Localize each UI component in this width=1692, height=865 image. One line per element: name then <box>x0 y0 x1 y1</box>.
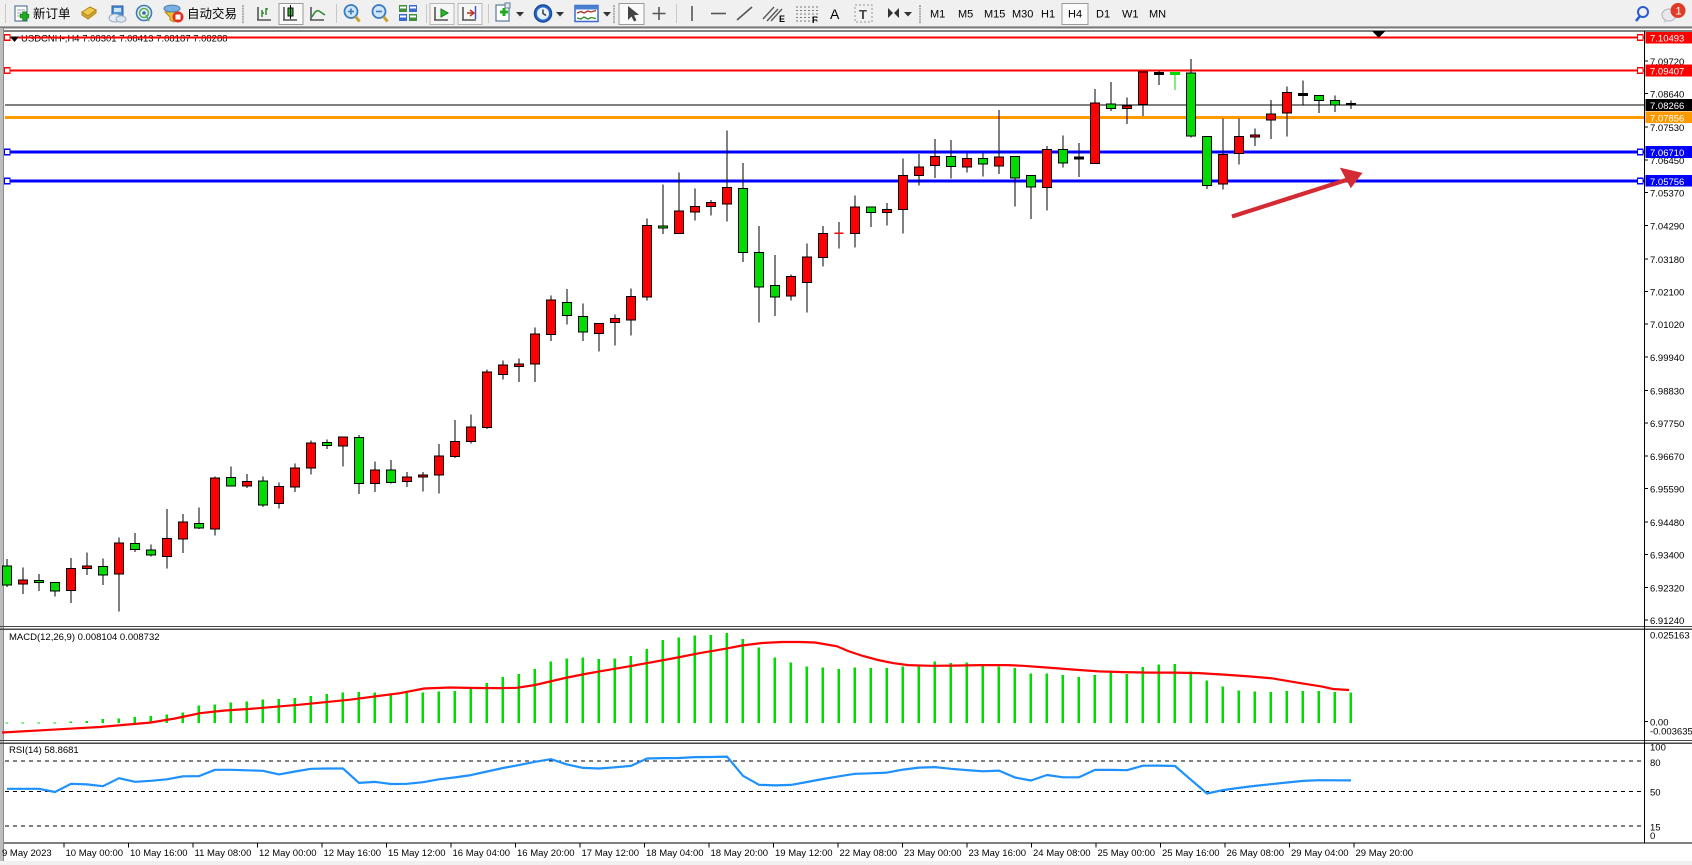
svg-text:W1: W1 <box>1122 9 1139 21</box>
svg-text:6.96670: 6.96670 <box>1650 452 1684 463</box>
svg-text:16 May 20:00: 16 May 20:00 <box>517 848 575 859</box>
svg-text:M30: M30 <box>1012 9 1033 21</box>
svg-text:10 May 16:00: 10 May 16:00 <box>130 848 188 859</box>
svg-text:E: E <box>779 14 785 24</box>
svg-text:100: 100 <box>1650 743 1666 754</box>
svg-text:7.09720: 7.09720 <box>1650 57 1684 68</box>
svg-text:6.95590: 6.95590 <box>1650 484 1684 495</box>
svg-text:23 May 16:00: 23 May 16:00 <box>969 848 1027 859</box>
svg-text:11 May 08:00: 11 May 08:00 <box>195 848 252 859</box>
svg-text:M1: M1 <box>930 9 945 21</box>
svg-text:MACD(12,26,9) 0.008104 0.00873: MACD(12,26,9) 0.008104 0.008732 <box>9 632 160 643</box>
svg-text:6.98830: 6.98830 <box>1650 386 1684 397</box>
svg-text:16 May 04:00: 16 May 04:00 <box>453 848 511 859</box>
svg-text:T: T <box>859 7 867 22</box>
svg-text:7.07530: 7.07530 <box>1650 123 1684 134</box>
svg-text:19 May 12:00: 19 May 12:00 <box>775 848 833 859</box>
svg-text:7.05756: 7.05756 <box>1650 177 1684 188</box>
svg-text:7.06710: 7.06710 <box>1650 148 1684 159</box>
svg-text:H1: H1 <box>1041 9 1055 21</box>
svg-text:0.00: 0.00 <box>1650 718 1669 729</box>
svg-text:A: A <box>830 6 840 22</box>
svg-text:新订单: 新订单 <box>33 6 71 21</box>
svg-text:25 May 00:00: 25 May 00:00 <box>1098 848 1156 859</box>
svg-text:18 May 20:00: 18 May 20:00 <box>711 848 769 859</box>
svg-text:7.10493: 7.10493 <box>1650 34 1684 45</box>
svg-text:自动交易: 自动交易 <box>187 6 237 21</box>
svg-text:6.92320: 6.92320 <box>1650 583 1684 594</box>
svg-text:25 May 16:00: 25 May 16:00 <box>1162 848 1220 859</box>
svg-text:7.02100: 7.02100 <box>1650 288 1684 299</box>
svg-text:80: 80 <box>1650 758 1661 769</box>
svg-text:7.01020: 7.01020 <box>1650 320 1684 331</box>
svg-text:7.08640: 7.08640 <box>1650 90 1684 101</box>
svg-text:12 May 00:00: 12 May 00:00 <box>259 848 317 859</box>
svg-text:22 May 08:00: 22 May 08:00 <box>840 848 898 859</box>
svg-text:29 May 04:00: 29 May 04:00 <box>1291 848 1349 859</box>
svg-text:6.97750: 6.97750 <box>1650 419 1684 430</box>
svg-text:15: 15 <box>1650 822 1661 833</box>
svg-text:0: 0 <box>1650 831 1655 842</box>
svg-text:6.99940: 6.99940 <box>1650 353 1684 364</box>
svg-text:24 May 08:00: 24 May 08:00 <box>1033 848 1091 859</box>
svg-text:7.03180: 7.03180 <box>1650 255 1684 266</box>
svg-text:7.07856: 7.07856 <box>1650 113 1684 124</box>
svg-text:7.09407: 7.09407 <box>1650 67 1684 78</box>
svg-text:F: F <box>812 15 818 25</box>
svg-text:6.91240: 6.91240 <box>1650 616 1684 627</box>
svg-text:6.93400: 6.93400 <box>1650 551 1684 562</box>
svg-text:1: 1 <box>1676 6 1682 18</box>
svg-text:D1: D1 <box>1096 9 1110 21</box>
svg-text:9 May 2023: 9 May 2023 <box>2 848 52 859</box>
svg-text:17 May 12:00: 17 May 12:00 <box>582 848 640 859</box>
svg-text:USDCNH-,H4 7.08301 7.08413 7.: USDCNH-,H4 7.08301 7.08413 7.08187 7.082… <box>21 34 228 45</box>
svg-text:MN: MN <box>1149 9 1166 21</box>
svg-text:10 May 00:00: 10 May 00:00 <box>66 848 124 859</box>
svg-text:29 May 20:00: 29 May 20:00 <box>1356 848 1414 859</box>
svg-text:RSI(14) 58.8681: RSI(14) 58.8681 <box>9 745 79 756</box>
svg-text:15 May 12:00: 15 May 12:00 <box>388 848 446 859</box>
svg-text:26 May 08:00: 26 May 08:00 <box>1227 848 1285 859</box>
svg-text:7.04290: 7.04290 <box>1650 221 1684 232</box>
svg-text:7.08266: 7.08266 <box>1650 101 1684 112</box>
svg-text:M15: M15 <box>984 9 1005 21</box>
svg-text:M5: M5 <box>958 9 973 21</box>
svg-text:6.94480: 6.94480 <box>1650 518 1684 529</box>
svg-text:23 May 00:00: 23 May 00:00 <box>904 848 962 859</box>
svg-text:50: 50 <box>1650 788 1661 799</box>
svg-text:0.025163: 0.025163 <box>1650 631 1690 642</box>
svg-text:18 May 04:00: 18 May 04:00 <box>646 848 704 859</box>
svg-text:7.05370: 7.05370 <box>1650 189 1684 200</box>
svg-text:H4: H4 <box>1068 9 1082 21</box>
svg-text:12 May 16:00: 12 May 16:00 <box>324 848 382 859</box>
svg-text:-0.003635: -0.003635 <box>1650 727 1692 738</box>
svg-text:7.06450: 7.06450 <box>1650 156 1684 167</box>
